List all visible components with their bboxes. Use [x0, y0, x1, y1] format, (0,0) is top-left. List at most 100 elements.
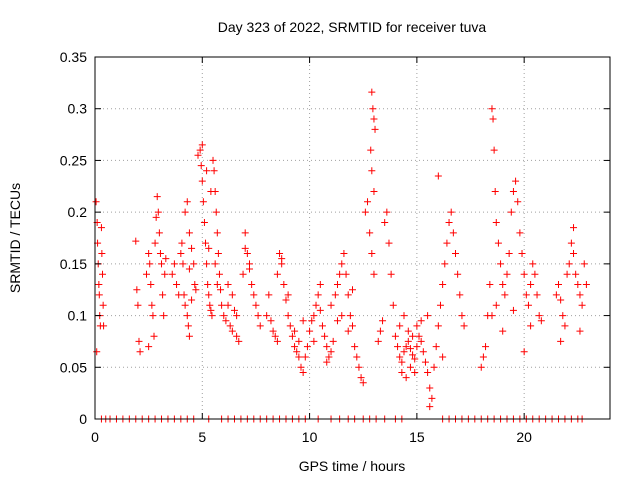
- data-point: [203, 167, 211, 175]
- data-point: [278, 255, 286, 263]
- data-point: [565, 260, 573, 268]
- data-point: [424, 312, 432, 320]
- y-axis-label: SRMTID / TECUs: [7, 183, 23, 293]
- data-point: [181, 208, 189, 216]
- data-point: [452, 250, 459, 258]
- data-point: [370, 270, 378, 278]
- data-point: [559, 312, 567, 320]
- data-point: [173, 281, 181, 289]
- data-point: [318, 322, 326, 330]
- data-point: [370, 115, 378, 123]
- data-point: [413, 322, 421, 330]
- data-point: [447, 208, 455, 216]
- data-point: [441, 260, 449, 268]
- data-point: [492, 218, 500, 226]
- data-point: [159, 291, 167, 299]
- data-point: [367, 146, 375, 154]
- data-point: [97, 224, 105, 232]
- data-point: [364, 198, 372, 206]
- axis-ticks: 0 5 10 15 20 0 0.05 0.1 0.15 0.2 0.25 0.3 0.35: [60, 49, 610, 445]
- data-point: [188, 296, 196, 304]
- data-point: [346, 312, 354, 320]
- data-point: [357, 374, 365, 382]
- data-point: [233, 312, 241, 320]
- data-point: [417, 337, 425, 345]
- data-point: [432, 343, 440, 351]
- data-point: [248, 281, 256, 289]
- plot-frame: [94, 56, 611, 420]
- data-point: [199, 198, 207, 206]
- grid-lines: [95, 57, 610, 419]
- data-point: [396, 322, 404, 330]
- data-point: [220, 312, 228, 320]
- data-point: [146, 260, 154, 268]
- data-point: [369, 105, 377, 113]
- data-point: [522, 291, 530, 299]
- data-point: [488, 312, 496, 320]
- data-point: [269, 327, 277, 335]
- data-point: [184, 322, 192, 330]
- data-point: [366, 229, 374, 237]
- data-point: [355, 363, 363, 371]
- data-point: [434, 322, 442, 330]
- data-point: [263, 312, 271, 320]
- data-point: [499, 327, 507, 335]
- data-point: [415, 332, 423, 340]
- data-point: [136, 348, 144, 356]
- data-point: [205, 244, 213, 252]
- data-point: [419, 348, 427, 356]
- data-point: [179, 260, 187, 268]
- data-point: [147, 281, 155, 289]
- data-point: [215, 270, 223, 278]
- data-point: [576, 291, 584, 299]
- data-point: [299, 317, 307, 325]
- data-point: [527, 322, 535, 330]
- data-point: [323, 343, 331, 351]
- data-point: [297, 363, 305, 371]
- data-point: [509, 187, 517, 195]
- data-point: [456, 291, 464, 299]
- y-tick-label: 0.2: [68, 204, 88, 220]
- data-point: [243, 250, 251, 258]
- data-point: [228, 291, 236, 299]
- data-point: [379, 317, 387, 325]
- data-point: [250, 291, 258, 299]
- data-point: [276, 250, 284, 258]
- data-point: [265, 291, 273, 299]
- data-point: [286, 322, 294, 330]
- data-point: [454, 270, 462, 278]
- data-point: [535, 312, 543, 320]
- data-point: [376, 327, 384, 335]
- data-point: [505, 250, 513, 258]
- data-point: [323, 358, 331, 366]
- x-tick-label: 15: [409, 429, 425, 445]
- data-point: [310, 337, 318, 345]
- data-point: [183, 198, 191, 206]
- data-point: [430, 363, 438, 371]
- data-point: [404, 337, 412, 345]
- data-point: [226, 322, 234, 330]
- data-point: [578, 301, 586, 309]
- data-point: [494, 239, 502, 247]
- data-point: [185, 229, 193, 237]
- data-point: [224, 281, 232, 289]
- data-point: [168, 270, 176, 278]
- data-point: [491, 187, 499, 195]
- data-point: [482, 343, 490, 351]
- data-point: [426, 403, 434, 411]
- data-point: [280, 281, 288, 289]
- data-point: [288, 332, 296, 340]
- data-point: [520, 270, 528, 278]
- data-point: [316, 281, 324, 289]
- data-point: [368, 167, 376, 175]
- data-point: [185, 332, 193, 340]
- data-point: [92, 198, 100, 206]
- data-point: [190, 260, 198, 268]
- data-point: [400, 312, 408, 320]
- data-point: [527, 281, 535, 289]
- data-point: [436, 301, 444, 309]
- data-point: [359, 379, 367, 387]
- data-point: [273, 270, 281, 278]
- data-point: [321, 332, 329, 340]
- data-point: [417, 317, 425, 325]
